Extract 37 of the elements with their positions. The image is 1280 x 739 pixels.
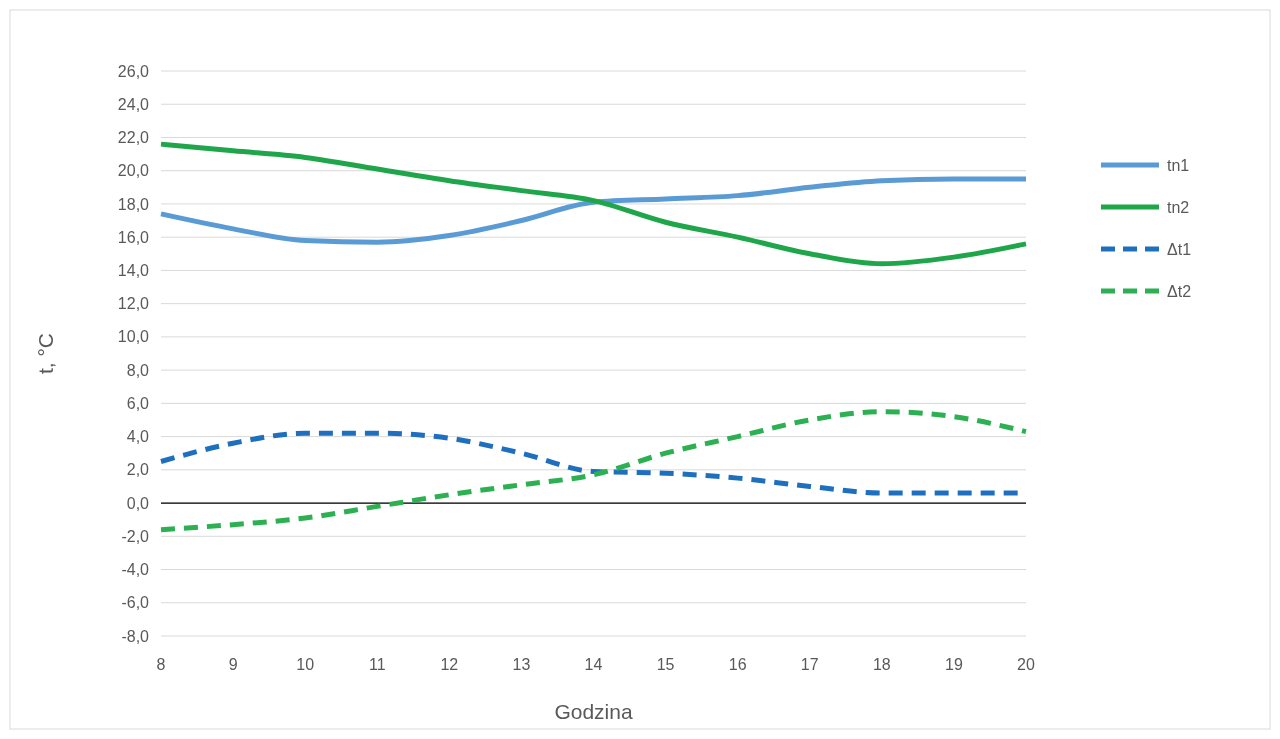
y-tick-label: 0,0 [126, 494, 150, 512]
y-tick-label: 22,0 [117, 129, 150, 147]
y-tick-label: 6,0 [126, 394, 150, 412]
x-tick-label: 20 [1017, 656, 1035, 673]
y-tick-label: 24,0 [117, 95, 150, 113]
y-tick-label: -2,0 [121, 527, 150, 545]
y-tick-label: 14,0 [117, 262, 150, 280]
y-tick-label: 8,0 [126, 361, 150, 379]
x-tick-label: 12 [440, 656, 459, 673]
y-tick-label: 2,0 [126, 461, 150, 479]
x-tick-label: 8 [156, 656, 166, 673]
x-tick-label: 16 [728, 656, 747, 673]
x-tick-label: 9 [228, 656, 238, 673]
x-tick-label: 18 [872, 656, 891, 673]
x-tick-label: 17 [800, 656, 819, 673]
y-tick-label: 26,0 [117, 62, 150, 80]
x-tick-label: 14 [584, 656, 603, 673]
y-tick-label: 10,0 [117, 328, 150, 346]
legend-label: tn1 [1167, 156, 1190, 174]
x-tick-label: 11 [368, 656, 386, 673]
y-tick-label: -8,0 [121, 627, 150, 645]
x-tick-label: 10 [296, 656, 315, 673]
x-tick-label: 15 [656, 656, 675, 673]
y-axis-title: t, °C [34, 332, 57, 375]
x-tick-label: 19 [945, 656, 963, 673]
x-tick-label: 13 [512, 656, 531, 673]
y-tick-label: 4,0 [126, 428, 150, 446]
y-tick-label: -4,0 [121, 561, 150, 579]
legend-label: Δt1 [1167, 240, 1192, 258]
legend-label: Δt2 [1167, 282, 1192, 300]
y-tick-label: 16,0 [117, 228, 150, 246]
y-tick-label: 20,0 [117, 162, 150, 180]
y-tick-label: -6,0 [121, 594, 150, 612]
x-axis-title: Godzina [554, 700, 633, 723]
y-tick-label: 18,0 [117, 195, 150, 213]
y-tick-label: 12,0 [117, 295, 150, 313]
legend-label: tn2 [1167, 198, 1190, 216]
